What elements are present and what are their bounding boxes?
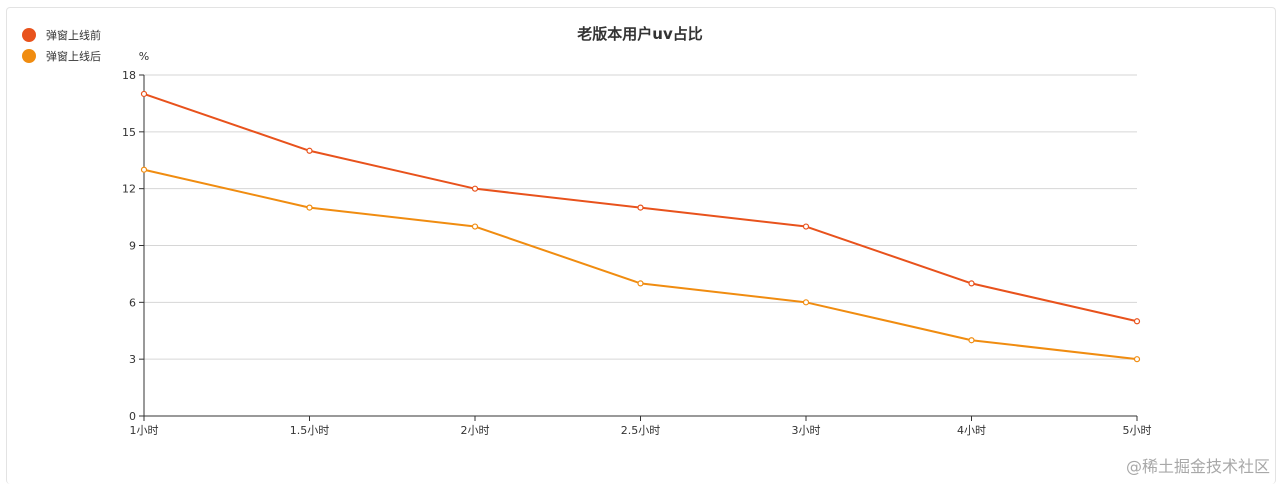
legend-swatch-series-2 xyxy=(22,48,36,63)
data-point-series-1 xyxy=(802,223,810,230)
data-point-series-2 xyxy=(637,280,644,287)
data-point-series-1 xyxy=(1133,318,1141,325)
legend-label-series-2: 弹窗上线后 xyxy=(46,49,101,63)
x-tick-label: 3小时 xyxy=(792,424,821,437)
y-axis-label: % xyxy=(139,50,149,63)
y-tick-label: 15 xyxy=(122,126,136,139)
legend-item-series-1[interactable]: 弹窗上线前 xyxy=(22,24,101,45)
data-point-series-1 xyxy=(968,280,975,287)
y-tick-label: 3 xyxy=(129,353,136,366)
data-point-series-1 xyxy=(306,147,313,154)
y-tick-label: 12 xyxy=(122,183,136,196)
legend-label-series-1: 弹窗上线前 xyxy=(46,28,101,42)
chart-title: 老版本用户uv占比 xyxy=(577,25,703,43)
chart-legend: 弹窗上线前 弹窗上线后 xyxy=(22,24,101,66)
y-tick-label: 18 xyxy=(122,69,136,82)
legend-swatch-series-1 xyxy=(22,27,36,42)
x-tick-label: 1.5小时 xyxy=(290,424,330,437)
x-tick-label: 2.5小时 xyxy=(621,424,661,437)
x-tick-label: 1小时 xyxy=(130,424,159,437)
watermark: @稀土掘金技术社区 xyxy=(1125,457,1270,476)
x-tick-label: 4小时 xyxy=(957,424,986,437)
legend-item-series-2[interactable]: 弹窗上线后 xyxy=(22,45,101,66)
data-point-series-1 xyxy=(140,90,148,98)
data-point-series-2 xyxy=(1133,356,1141,363)
data-point-series-2 xyxy=(968,337,975,344)
data-point-series-1 xyxy=(471,185,479,192)
x-tick-label: 2小时 xyxy=(461,424,490,437)
data-point-series-2 xyxy=(306,204,313,211)
y-tick-label: 0 xyxy=(129,410,136,423)
y-tick-label: 9 xyxy=(129,240,136,253)
data-point-series-1 xyxy=(637,204,644,211)
x-tick-label: 5小时 xyxy=(1123,424,1152,437)
data-point-series-2 xyxy=(140,166,148,173)
series-line-2 xyxy=(143,168,1138,361)
y-tick-label: 6 xyxy=(129,296,136,309)
data-point-series-2 xyxy=(802,299,810,306)
data-point-series-2 xyxy=(471,223,479,230)
